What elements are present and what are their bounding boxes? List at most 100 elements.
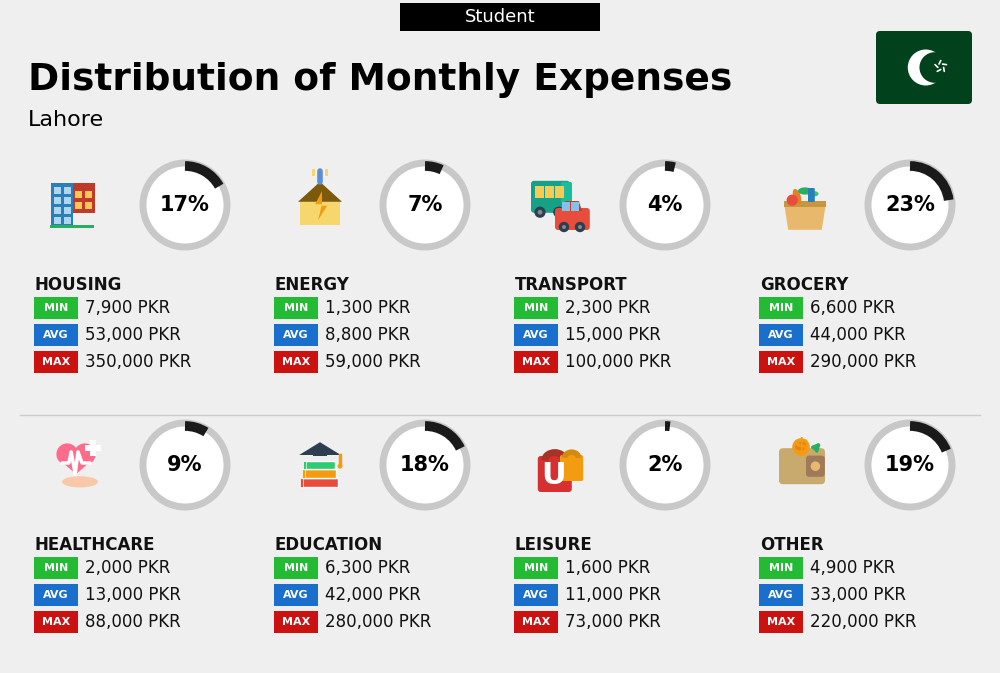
- Text: MIN: MIN: [524, 563, 548, 573]
- Circle shape: [383, 423, 467, 507]
- Text: MIN: MIN: [524, 303, 548, 313]
- Circle shape: [811, 462, 820, 471]
- FancyBboxPatch shape: [531, 181, 570, 213]
- Circle shape: [562, 225, 566, 229]
- Circle shape: [868, 423, 952, 507]
- Circle shape: [559, 222, 569, 232]
- Circle shape: [868, 163, 952, 247]
- FancyBboxPatch shape: [514, 611, 558, 633]
- Text: HEALTHCARE: HEALTHCARE: [35, 536, 156, 554]
- FancyBboxPatch shape: [514, 557, 558, 579]
- FancyBboxPatch shape: [759, 611, 803, 633]
- Circle shape: [792, 438, 810, 456]
- FancyBboxPatch shape: [400, 3, 600, 31]
- Circle shape: [553, 207, 564, 218]
- Text: 9%: 9%: [167, 455, 203, 475]
- Polygon shape: [300, 202, 340, 225]
- Text: MAX: MAX: [42, 357, 70, 367]
- FancyBboxPatch shape: [64, 207, 71, 214]
- FancyBboxPatch shape: [759, 351, 803, 373]
- Text: 42,000 PKR: 42,000 PKR: [325, 586, 421, 604]
- Circle shape: [56, 444, 78, 465]
- FancyBboxPatch shape: [759, 297, 803, 319]
- Circle shape: [575, 222, 585, 232]
- Text: 4%: 4%: [647, 195, 683, 215]
- Text: 2,000 PKR: 2,000 PKR: [85, 559, 170, 577]
- FancyBboxPatch shape: [85, 191, 92, 199]
- FancyBboxPatch shape: [34, 351, 78, 373]
- Text: 6,300 PKR: 6,300 PKR: [325, 559, 410, 577]
- Text: 73,000 PKR: 73,000 PKR: [565, 613, 661, 631]
- FancyBboxPatch shape: [561, 182, 572, 203]
- Circle shape: [623, 423, 707, 507]
- FancyBboxPatch shape: [300, 479, 303, 487]
- FancyBboxPatch shape: [34, 584, 78, 606]
- Text: AVG: AVG: [43, 590, 69, 600]
- Text: 4,900 PKR: 4,900 PKR: [810, 559, 895, 577]
- Text: GROCERY: GROCERY: [760, 276, 848, 294]
- FancyBboxPatch shape: [85, 446, 101, 451]
- Circle shape: [578, 225, 582, 229]
- FancyBboxPatch shape: [514, 297, 558, 319]
- Circle shape: [383, 163, 467, 247]
- Text: AVG: AVG: [283, 330, 309, 340]
- Text: OTHER: OTHER: [760, 536, 824, 554]
- FancyBboxPatch shape: [54, 187, 61, 194]
- Text: 100,000 PKR: 100,000 PKR: [565, 353, 671, 371]
- Text: 6,600 PKR: 6,600 PKR: [810, 299, 895, 317]
- Circle shape: [538, 210, 542, 215]
- Circle shape: [143, 163, 227, 247]
- Text: 1,600 PKR: 1,600 PKR: [565, 559, 650, 577]
- Text: MAX: MAX: [522, 617, 550, 627]
- FancyBboxPatch shape: [560, 455, 583, 481]
- FancyBboxPatch shape: [34, 611, 78, 633]
- Text: MIN: MIN: [44, 303, 68, 313]
- FancyBboxPatch shape: [759, 324, 803, 346]
- FancyBboxPatch shape: [274, 611, 318, 633]
- FancyBboxPatch shape: [325, 169, 328, 176]
- Circle shape: [143, 423, 227, 507]
- Text: 33,000 PKR: 33,000 PKR: [810, 586, 906, 604]
- Text: U: U: [542, 460, 566, 489]
- Circle shape: [623, 163, 707, 247]
- Text: HOUSING: HOUSING: [35, 276, 122, 294]
- FancyBboxPatch shape: [64, 187, 71, 194]
- Text: 7%: 7%: [407, 195, 443, 215]
- FancyBboxPatch shape: [274, 557, 318, 579]
- FancyBboxPatch shape: [806, 456, 825, 476]
- Circle shape: [908, 50, 944, 85]
- Ellipse shape: [807, 191, 819, 197]
- FancyBboxPatch shape: [34, 324, 78, 346]
- Text: 280,000 PKR: 280,000 PKR: [325, 613, 431, 631]
- Polygon shape: [562, 201, 582, 211]
- Text: 1,300 PKR: 1,300 PKR: [325, 299, 411, 317]
- FancyBboxPatch shape: [64, 217, 71, 224]
- Text: 59,000 PKR: 59,000 PKR: [325, 353, 421, 371]
- Text: 15,000 PKR: 15,000 PKR: [565, 326, 661, 344]
- Text: MAX: MAX: [767, 617, 795, 627]
- FancyBboxPatch shape: [514, 324, 558, 346]
- Text: AVG: AVG: [43, 330, 69, 340]
- FancyBboxPatch shape: [759, 557, 803, 579]
- Text: 7,900 PKR: 7,900 PKR: [85, 299, 170, 317]
- Text: MIN: MIN: [44, 563, 68, 573]
- Ellipse shape: [62, 476, 98, 487]
- FancyBboxPatch shape: [75, 202, 82, 209]
- Text: 53,000 PKR: 53,000 PKR: [85, 326, 181, 344]
- Text: 18%: 18%: [400, 455, 450, 475]
- Text: LEISURE: LEISURE: [515, 536, 593, 554]
- Ellipse shape: [798, 187, 812, 194]
- Circle shape: [74, 444, 96, 465]
- Text: AVG: AVG: [523, 330, 549, 340]
- Text: Lahore: Lahore: [28, 110, 104, 130]
- Circle shape: [534, 207, 546, 218]
- Text: 2%: 2%: [647, 455, 683, 475]
- FancyBboxPatch shape: [302, 469, 336, 479]
- Text: TRANSPORT: TRANSPORT: [515, 276, 628, 294]
- Text: MAX: MAX: [282, 617, 310, 627]
- Text: EDUCATION: EDUCATION: [275, 536, 383, 554]
- Text: 44,000 PKR: 44,000 PKR: [810, 326, 906, 344]
- Circle shape: [919, 52, 950, 83]
- FancyBboxPatch shape: [274, 351, 318, 373]
- Polygon shape: [784, 204, 826, 229]
